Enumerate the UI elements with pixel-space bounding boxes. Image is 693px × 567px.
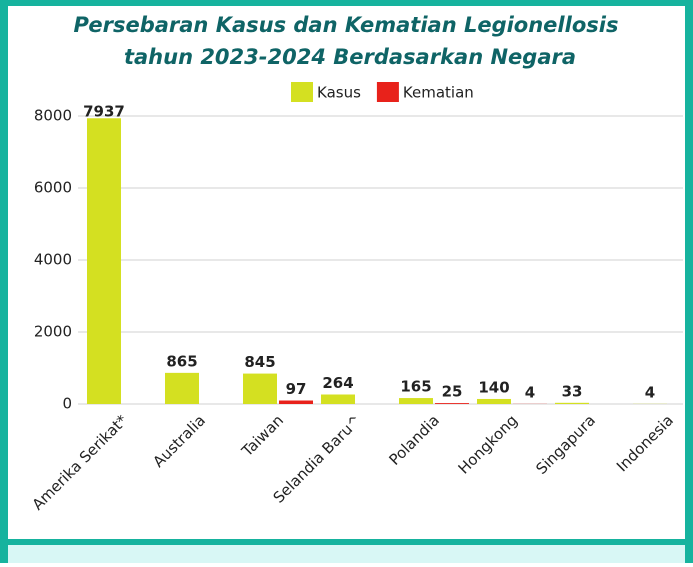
bar xyxy=(279,401,313,404)
legend-swatch xyxy=(291,82,313,102)
y-tick-label: 2000 xyxy=(34,323,72,341)
y-tick-label: 6000 xyxy=(34,179,72,197)
value-label: 264 xyxy=(322,374,353,392)
value-label: 140 xyxy=(478,378,509,396)
bar xyxy=(243,374,277,404)
value-label: 845 xyxy=(244,353,275,371)
chart-title: Persebaran Kasus dan Kematian Legionello… xyxy=(74,13,619,37)
bar xyxy=(555,403,589,404)
legend-swatch xyxy=(377,82,399,102)
bar xyxy=(165,373,199,404)
value-label: 865 xyxy=(166,352,197,370)
bar xyxy=(399,398,433,404)
value-label: 25 xyxy=(442,383,463,401)
bar xyxy=(477,399,511,404)
legend-label: Kasus xyxy=(317,84,361,102)
value-label: 97 xyxy=(286,380,307,398)
value-label: 4 xyxy=(525,383,535,401)
y-tick-label: 0 xyxy=(62,395,72,413)
value-label: 4 xyxy=(645,383,655,401)
bar xyxy=(435,403,469,404)
y-tick-label: 4000 xyxy=(34,251,72,269)
bar xyxy=(321,394,355,404)
value-label: 7937 xyxy=(83,103,125,121)
chart-title: tahun 2023-2024 Berdasarkan Negara xyxy=(124,45,576,69)
value-label: 33 xyxy=(562,382,583,400)
footer-strip xyxy=(8,545,685,563)
y-tick-label: 8000 xyxy=(34,107,72,125)
bar xyxy=(87,118,121,404)
value-label: 165 xyxy=(400,378,431,396)
legend-label: Kematian xyxy=(403,84,474,102)
